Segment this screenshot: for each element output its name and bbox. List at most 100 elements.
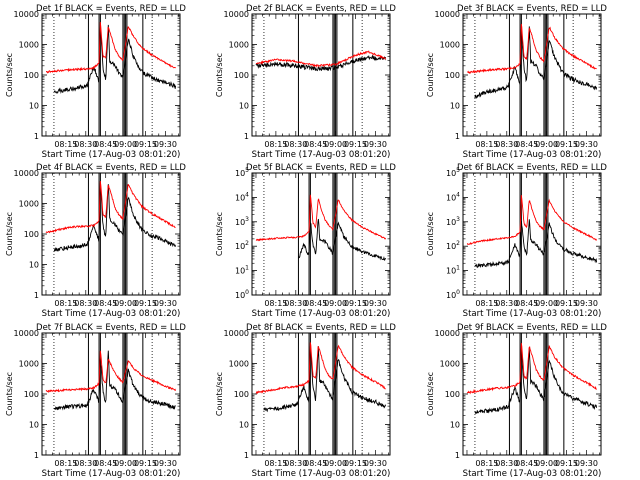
x-tick-label: 09:30 [154, 459, 177, 468]
plot-frame [462, 332, 602, 456]
y-tick-label: 1 [34, 291, 39, 300]
x-tick-label: 08:30 [284, 299, 307, 308]
y-tick-label: 10000 [435, 10, 460, 19]
x-tick-label: 08:45 [304, 140, 327, 149]
series-lld-line [466, 195, 598, 245]
x-tick-label: 08:45 [94, 459, 117, 468]
y-tick-label: 100 [445, 390, 460, 399]
plot-frame [41, 332, 181, 456]
y-axis-label: Counts/sec [5, 53, 14, 97]
y-tick-label: 1000 [229, 360, 249, 369]
x-axis-label: Start Time (17-Aug-03 08:01:20) [463, 469, 602, 479]
panel-det-5: 10010110210310410508:1508:3008:4509:0009… [215, 163, 396, 319]
x-tick-label: 09:15 [555, 459, 578, 468]
x-tick-label: 08:45 [304, 299, 327, 308]
y-axis-label: Counts/sec [215, 372, 224, 416]
y-tick-label: 1000 [19, 41, 39, 50]
x-tick-label: 09:15 [344, 140, 367, 149]
series-lld-line [255, 194, 387, 242]
plot-frame [462, 172, 602, 296]
panel-det-1: 1 10 100 1000 10000 08:1508:3008:4509:0009:15… [5, 4, 186, 160]
x-tick-label: 09:30 [575, 299, 598, 308]
series-lld-line [466, 342, 597, 395]
y-tick-label: 1 [34, 132, 39, 141]
x-tick-label: 08:15 [54, 299, 77, 308]
panel-det-3: 1 10 100 1000 10000 08:1508:3008:4509:0009:15… [426, 4, 607, 160]
x-tick-label: 08:15 [475, 459, 498, 468]
x-tick-label: 09:30 [364, 299, 387, 308]
plot-area [45, 333, 177, 455]
panel-title: Det 5f BLACK = Events, RED = LLD [246, 163, 396, 173]
y-tick-label: 1 [455, 451, 460, 460]
x-tick-label: 09:30 [364, 140, 387, 149]
y-tick-label: 101 [446, 265, 460, 276]
x-tick-label: 09:00 [535, 299, 558, 308]
series-events-line [474, 26, 598, 99]
plot-frame [251, 13, 391, 137]
panel-title: Det 1f BLACK = Events, RED = LLD [36, 4, 186, 14]
series-lld-line [45, 180, 176, 234]
y-tick-label: 105 [235, 167, 249, 178]
x-tick-label: 09:00 [114, 459, 137, 468]
panel-title: Det 6f BLACK = Events, RED = LLD [457, 163, 607, 173]
y-tick-label: 103 [235, 216, 249, 227]
plot-area [45, 173, 177, 295]
x-tick-label: 08:30 [495, 459, 518, 468]
x-tick-label: 09:30 [575, 140, 598, 149]
series-lld-line [45, 350, 177, 394]
y-tick-label: 10000 [224, 10, 249, 19]
series-lld-line [256, 50, 387, 68]
x-tick-label: 08:45 [94, 140, 117, 149]
panel-det-7: 1 10 100 1000 10000 08:1508:3008:4509:0009:15… [5, 323, 186, 479]
y-tick-label: 10 [450, 102, 460, 111]
panel-title: Det 4f BLACK = Events, RED = LLD [36, 163, 186, 173]
y-tick-label: 10 [450, 421, 460, 430]
y-tick-label: 1000 [19, 360, 39, 369]
x-axis-label: Start Time (17-Aug-03 08:01:20) [42, 469, 181, 479]
x-tick-label: 08:45 [94, 299, 117, 308]
x-tick-label: 09:00 [535, 459, 558, 468]
y-tick-label: 100 [234, 71, 249, 80]
panel-det-4: 1 10 100 1000 10000 08:1508:3008:4509:0009:15… [5, 163, 186, 319]
x-tick-label: 09:00 [114, 140, 137, 149]
x-tick-label: 09:00 [324, 299, 347, 308]
x-axis-label: Start Time (17-Aug-03 08:01:20) [463, 309, 602, 319]
x-tick-label: 08:15 [54, 459, 77, 468]
series-events-line [474, 219, 598, 269]
y-tick-label: 1 [244, 132, 249, 141]
x-axis-label: Start Time (17-Aug-03 08:01:20) [42, 309, 181, 319]
y-axis-label: Counts/sec [426, 372, 435, 416]
y-tick-label: 10 [239, 102, 249, 111]
x-tick-label: 08:30 [495, 140, 518, 149]
x-tick-label: 09:15 [344, 299, 367, 308]
plot-frame [41, 172, 181, 296]
x-tick-label: 08:30 [74, 459, 97, 468]
x-tick-label: 09:30 [575, 459, 598, 468]
series-events-line [255, 54, 387, 72]
y-tick-label: 1000 [440, 360, 460, 369]
plot-area [466, 14, 598, 136]
x-tick-label: 08:30 [284, 459, 307, 468]
panel-det-9: 1 10 100 1000 10000 08:1508:3008:4509:0009:15… [426, 323, 607, 479]
plot-area [46, 14, 177, 136]
y-tick-label: 10000 [435, 329, 460, 338]
y-tick-label: 10 [239, 421, 249, 430]
series-events-line [53, 24, 177, 94]
y-tick-label: 1000 [19, 200, 39, 209]
x-tick-label: 09:00 [324, 140, 347, 149]
x-tick-label: 09:15 [134, 459, 157, 468]
plot-frame [251, 172, 391, 296]
y-tick-label: 10000 [14, 169, 39, 178]
y-tick-label: 10000 [14, 10, 39, 19]
x-axis-label: Start Time (17-Aug-03 08:01:20) [42, 150, 181, 160]
x-tick-label: 08:30 [284, 140, 307, 149]
x-axis-label: Start Time (17-Aug-03 08:01:20) [252, 469, 391, 479]
series-events-line [297, 218, 386, 261]
plot-area [255, 14, 387, 136]
y-axis-label: Counts/sec [5, 212, 14, 256]
panel-title: Det 3f BLACK = Events, RED = LLD [457, 4, 607, 14]
x-tick-label: 08:15 [475, 299, 498, 308]
x-tick-label: 09:15 [555, 299, 578, 308]
y-tick-label: 1 [244, 451, 249, 460]
